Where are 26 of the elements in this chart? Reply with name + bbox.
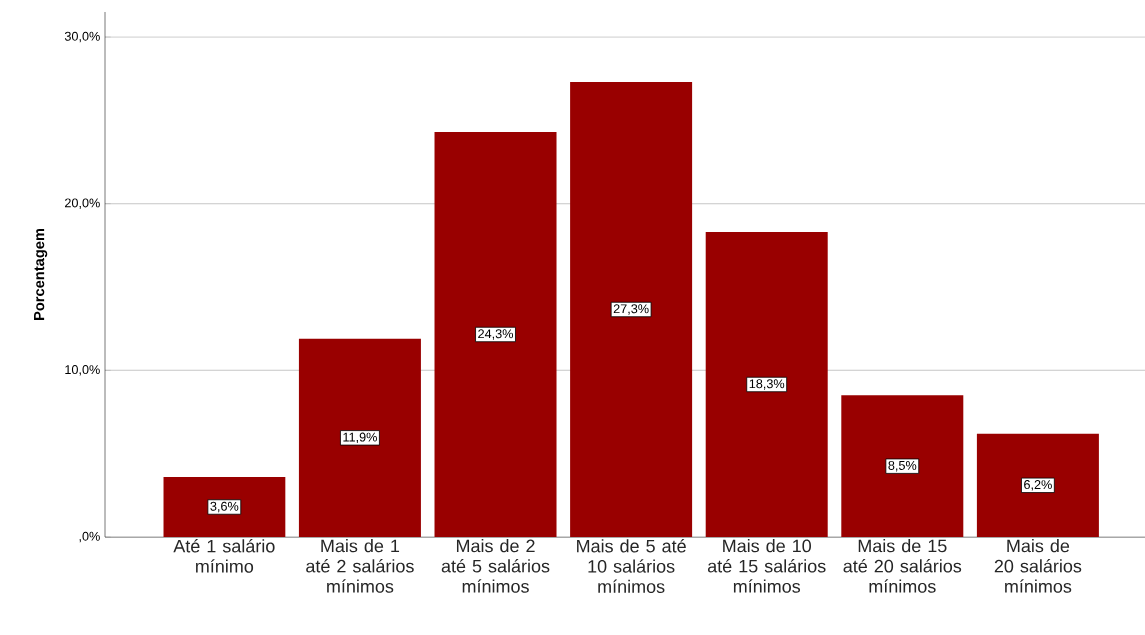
y-tick-label: 20,0% xyxy=(65,198,100,209)
y-tick-label: 10,0% xyxy=(65,365,100,376)
x-tick-label: Mais de 20 salários mínimos xyxy=(994,539,1082,593)
x-tick-label: Até 1 salário mínimo xyxy=(173,539,275,573)
x-tick-label: Mais de 10 até 15 salários mínimos xyxy=(707,539,826,593)
bar xyxy=(705,231,828,537)
bar xyxy=(298,338,421,537)
data-label: 27,3% xyxy=(613,304,649,315)
x-tick-label: Mais de 5 até 10 salários mínimos xyxy=(577,539,686,593)
x-tick-label: Mais de 1 até 2 salários mínimos xyxy=(306,539,414,593)
data-label: 18,3% xyxy=(749,379,785,390)
x-tick-label: Mais de 2 até 5 salários mínimos xyxy=(441,539,550,593)
bar xyxy=(434,131,557,537)
y-tick-label: 30,0% xyxy=(64,31,100,43)
data-label: 24,3% xyxy=(478,329,514,340)
data-label: 6,2% xyxy=(1024,480,1052,491)
y-tick-label: ,0% xyxy=(79,531,100,543)
x-tick-label: Mais de 15 até 20 salários mínimos xyxy=(843,539,962,593)
data-label: 3,6% xyxy=(210,501,239,513)
bar xyxy=(841,395,964,537)
bar xyxy=(976,433,1099,537)
y-axis-title: Porcentagem xyxy=(34,228,48,320)
data-label: 11,9% xyxy=(343,432,377,444)
data-label: 8,5% xyxy=(888,460,917,472)
bar xyxy=(570,81,693,537)
bar xyxy=(163,477,286,537)
